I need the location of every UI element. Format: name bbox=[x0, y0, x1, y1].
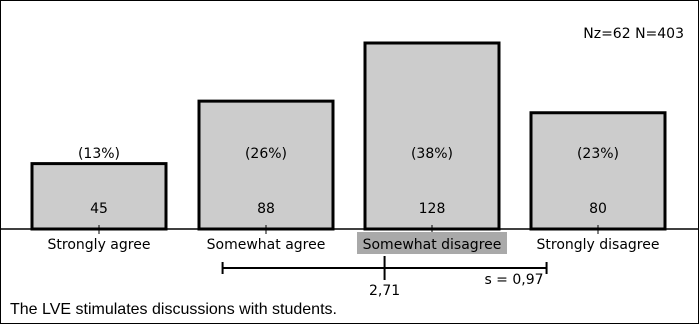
highlighted-category-bg bbox=[357, 232, 507, 254]
chart-caption: The LVE stimulates discussions with stud… bbox=[10, 301, 337, 318]
bar-3 bbox=[363, 41, 501, 231]
bars-layer: (13%) 45 (26%) 88 (38%) 128 (23%) 80 bbox=[30, 41, 667, 231]
percent-label: (38%) bbox=[411, 146, 453, 162]
value-label: 45 bbox=[90, 201, 108, 217]
bar-2 bbox=[197, 99, 335, 231]
category-labels: Strongly agree Somewhat agree Somewhat dis… bbox=[48, 225, 660, 254]
value-label: 88 bbox=[257, 201, 275, 217]
category-label: Somewhat disagree bbox=[363, 237, 502, 253]
value-label: 128 bbox=[419, 201, 446, 217]
value-label: 80 bbox=[589, 201, 607, 217]
category-label: Strongly agree bbox=[48, 237, 151, 253]
sample-size-label: Nz=62 N=403 bbox=[583, 26, 684, 42]
category-label: Strongly disagree bbox=[537, 237, 660, 253]
percent-label: (23%) bbox=[577, 146, 619, 162]
mean-label: 2,71 bbox=[369, 283, 400, 299]
percent-label: (13%) bbox=[78, 146, 120, 162]
sd-label: s = 0,97 bbox=[484, 272, 543, 288]
bar-1 bbox=[30, 162, 168, 231]
category-label: Somewhat agree bbox=[207, 237, 326, 253]
percent-label: (26%) bbox=[245, 146, 287, 162]
mean-sd-indicator: 2,71 s = 0,97 bbox=[221, 256, 548, 299]
